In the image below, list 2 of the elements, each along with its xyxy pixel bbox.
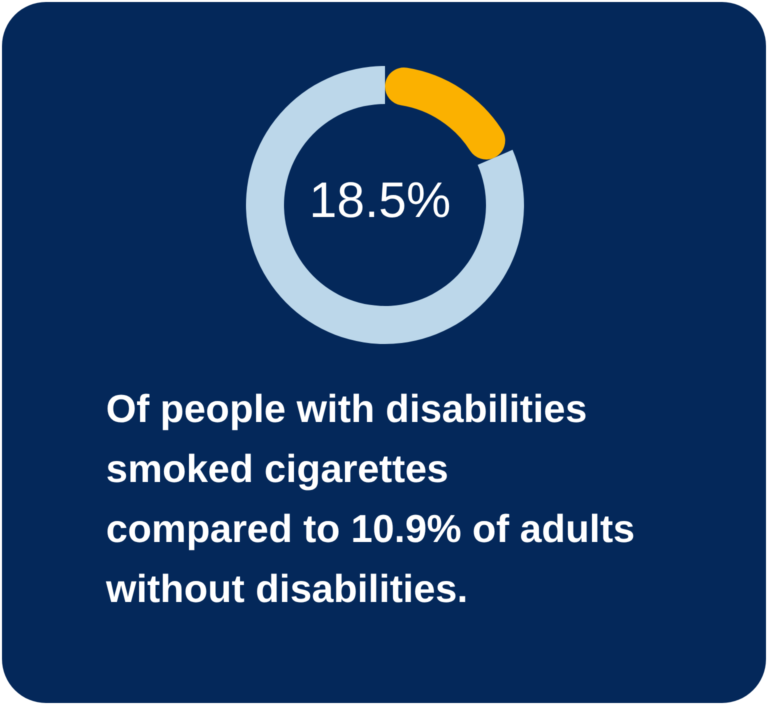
text: 18.5% [309,171,451,229]
text: Of people with disabilities smoked cigarettes compared to 10.9% of adults without disabilities. [106,387,636,613]
